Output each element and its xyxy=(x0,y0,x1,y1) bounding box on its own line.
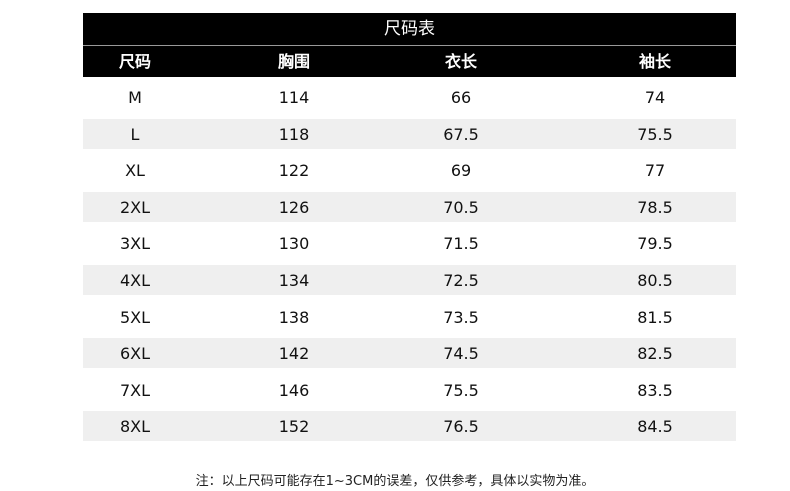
cell-length: 76.5 xyxy=(443,417,479,437)
table-title: 尺码表 xyxy=(83,13,736,45)
cell-chest: 122 xyxy=(278,161,310,181)
cell-length: 72.5 xyxy=(443,271,479,290)
table-header-row: 尺码 胸围 衣长 袖长 xyxy=(83,46,736,77)
cell-sleeve: 75.5 xyxy=(637,124,673,144)
table-row: 8XL 152 76.5 84.5 xyxy=(83,411,736,442)
cell-chest: 142 xyxy=(278,344,310,364)
table-row: 2XL 126 70.5 78.5 xyxy=(83,191,736,222)
cell-size: 8XL xyxy=(119,417,151,437)
cell-chest: 118 xyxy=(278,124,310,144)
cell-length: 74.5 xyxy=(443,344,479,364)
cell-chest: 138 xyxy=(278,307,310,327)
cell-sleeve: 74 xyxy=(644,88,666,107)
cell-size: 7XL xyxy=(119,380,151,400)
cell-length: 71.5 xyxy=(443,234,479,254)
table-row: 5XL 138 73.5 81.5 xyxy=(83,302,736,332)
cell-size: 2XL xyxy=(119,197,151,217)
cell-size: XL xyxy=(125,161,145,181)
table-row: 4XL 134 72.5 80.5 xyxy=(83,265,736,295)
table-row: XL 122 69 77 xyxy=(83,155,736,185)
divider xyxy=(83,45,736,46)
cell-chest: 130 xyxy=(278,234,310,254)
cell-sleeve: 83.5 xyxy=(637,380,673,400)
cell-length: 70.5 xyxy=(443,197,479,217)
cell-length: 75.5 xyxy=(443,380,479,400)
cell-sleeve: 82.5 xyxy=(637,344,673,364)
table-row: L 118 67.5 75.5 xyxy=(83,118,736,149)
cell-chest: 126 xyxy=(278,197,310,217)
cell-sleeve: 79.5 xyxy=(637,234,673,254)
cell-chest: 114 xyxy=(278,88,310,107)
footnote: 注：以上尺码可能存在1~3CM的误差，仅供参考，具体以实物为准。 xyxy=(195,474,595,489)
cell-sleeve: 77 xyxy=(644,161,666,181)
table-row: 7XL 146 75.5 83.5 xyxy=(83,375,736,405)
cell-length: 67.5 xyxy=(443,124,479,144)
header-chest: 胸围 xyxy=(277,52,310,71)
cell-length: 69 xyxy=(450,161,472,181)
cell-chest: 152 xyxy=(278,417,310,437)
cell-sleeve: 84.5 xyxy=(637,417,673,437)
cell-sleeve: 78.5 xyxy=(637,197,673,217)
cell-chest: 146 xyxy=(278,380,310,400)
header-sleeve: 袖长 xyxy=(638,52,671,71)
header-length: 衣长 xyxy=(444,52,477,71)
cell-size: 4XL xyxy=(119,271,151,290)
cell-size: 3XL xyxy=(119,234,151,254)
cell-sleeve: 81.5 xyxy=(637,307,673,327)
cell-sleeve: 80.5 xyxy=(637,271,673,290)
table-row: 3XL 130 71.5 79.5 xyxy=(83,228,736,258)
cell-length: 66 xyxy=(450,88,472,107)
cell-size: 5XL xyxy=(119,307,151,327)
table-row: M 114 66 74 xyxy=(83,82,736,112)
cell-chest: 134 xyxy=(278,271,310,290)
cell-size: 6XL xyxy=(119,344,151,364)
cell-length: 73.5 xyxy=(443,307,479,327)
header-size: 尺码 xyxy=(118,52,151,71)
cell-size: M xyxy=(128,88,142,107)
cell-size: L xyxy=(130,124,140,144)
table-row: 6XL 142 74.5 82.5 xyxy=(83,338,736,369)
